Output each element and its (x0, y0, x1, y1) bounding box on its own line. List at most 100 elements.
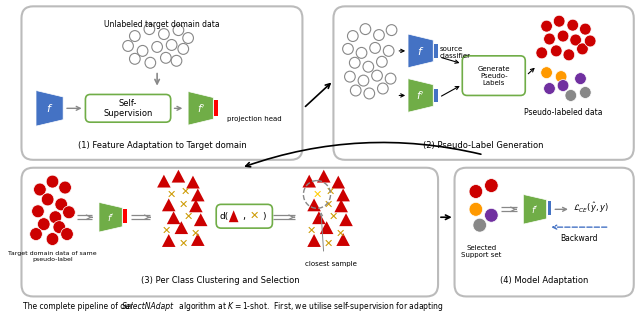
Polygon shape (339, 213, 353, 226)
Circle shape (63, 206, 76, 219)
Circle shape (484, 208, 498, 222)
Polygon shape (191, 189, 205, 201)
Circle shape (46, 175, 59, 188)
Polygon shape (320, 221, 333, 234)
Text: ✕: ✕ (249, 211, 259, 221)
Polygon shape (186, 176, 200, 189)
Text: Backward: Backward (560, 234, 597, 243)
Polygon shape (337, 233, 350, 246)
Text: algorithm at $K = 1$-shot.  First, we utilise self-supervision for adapting: algorithm at $K = 1$-shot. First, we uti… (177, 300, 444, 313)
Text: ✕: ✕ (324, 239, 333, 249)
Polygon shape (175, 221, 188, 234)
Text: d(: d( (219, 212, 228, 221)
Text: ✕: ✕ (312, 190, 322, 199)
Circle shape (570, 34, 582, 46)
Circle shape (31, 205, 44, 218)
Circle shape (565, 89, 577, 101)
Circle shape (33, 183, 46, 196)
Polygon shape (162, 234, 175, 247)
Text: ✕: ✕ (161, 226, 170, 236)
Text: ✕: ✕ (335, 229, 345, 239)
Polygon shape (303, 175, 316, 187)
Polygon shape (307, 198, 321, 211)
Text: ✕: ✕ (167, 190, 177, 199)
Circle shape (46, 233, 59, 246)
Polygon shape (229, 210, 239, 222)
Polygon shape (335, 199, 348, 212)
Circle shape (543, 33, 556, 45)
Text: (3) Per Class Clustering and Selection: (3) Per Class Clustering and Selection (141, 276, 300, 285)
Text: $f'$: $f'$ (196, 102, 205, 114)
Circle shape (469, 202, 483, 216)
Polygon shape (312, 211, 326, 224)
Circle shape (38, 218, 50, 231)
Polygon shape (408, 34, 433, 68)
Text: closest sample: closest sample (305, 261, 356, 267)
Circle shape (577, 43, 588, 55)
Polygon shape (188, 92, 213, 125)
Circle shape (29, 228, 42, 240)
Polygon shape (189, 199, 203, 212)
Text: Unlabeled target domain data: Unlabeled target domain data (104, 20, 220, 29)
Text: Self-
Supervision: Self- Supervision (104, 99, 153, 118)
Text: $\mathcal{L}_{CE}(\hat{y}, y)$: $\mathcal{L}_{CE}(\hat{y}, y)$ (573, 200, 609, 215)
Text: ✕: ✕ (184, 212, 193, 222)
Bar (124, 209, 127, 223)
Polygon shape (524, 194, 547, 224)
Polygon shape (172, 170, 185, 183)
Circle shape (556, 71, 567, 82)
Polygon shape (162, 198, 175, 211)
Circle shape (59, 181, 72, 194)
Circle shape (584, 35, 596, 47)
Text: SelectNAdapt: SelectNAdapt (122, 302, 174, 311)
Text: $f'$: $f'$ (417, 89, 425, 102)
Text: ✕: ✕ (324, 199, 333, 210)
Text: $f'$: $f'$ (107, 212, 115, 223)
Text: ): ) (262, 212, 266, 221)
Text: (1) Feature Adaptation to Target domain: (1) Feature Adaptation to Target domain (77, 141, 246, 150)
Polygon shape (167, 211, 180, 224)
FancyBboxPatch shape (22, 168, 438, 296)
Text: Selected
Support set: Selected Support set (461, 245, 502, 258)
FancyBboxPatch shape (216, 204, 273, 228)
Text: ,: , (243, 211, 246, 221)
Text: ✕: ✕ (326, 186, 335, 197)
Circle shape (53, 221, 65, 234)
Circle shape (473, 218, 486, 232)
Text: ✕: ✕ (329, 212, 338, 222)
Circle shape (484, 179, 498, 192)
Polygon shape (408, 79, 433, 112)
Circle shape (554, 15, 565, 27)
Text: (4) Model Adaptation: (4) Model Adaptation (500, 276, 588, 285)
Circle shape (55, 198, 67, 211)
Circle shape (49, 211, 61, 224)
Text: $f$: $f$ (46, 102, 53, 114)
Text: (2) Pseudo-Label Generation: (2) Pseudo-Label Generation (423, 141, 544, 150)
FancyBboxPatch shape (22, 6, 303, 160)
Bar (434, 88, 438, 102)
Circle shape (536, 47, 548, 59)
Circle shape (541, 20, 552, 32)
Circle shape (557, 30, 569, 42)
Circle shape (563, 49, 575, 61)
Polygon shape (194, 213, 207, 226)
FancyBboxPatch shape (462, 56, 525, 95)
Circle shape (579, 87, 591, 98)
Text: Generate
Pseudo-
Labels: Generate Pseudo- Labels (477, 66, 510, 86)
Circle shape (567, 19, 579, 31)
Text: projection head: projection head (227, 116, 282, 122)
Circle shape (557, 80, 569, 92)
Text: ✕: ✕ (179, 199, 188, 210)
Circle shape (543, 82, 556, 94)
Circle shape (61, 228, 74, 240)
Polygon shape (191, 233, 205, 246)
Polygon shape (337, 189, 350, 201)
FancyBboxPatch shape (85, 94, 171, 122)
Polygon shape (307, 234, 321, 247)
Circle shape (541, 67, 552, 79)
Polygon shape (99, 202, 122, 232)
Text: $f'$: $f'$ (531, 204, 539, 215)
Circle shape (42, 193, 54, 206)
Text: $f$: $f$ (417, 45, 424, 57)
Text: Target domain data of same
pseudo-label: Target domain data of same pseudo-label (8, 251, 97, 262)
